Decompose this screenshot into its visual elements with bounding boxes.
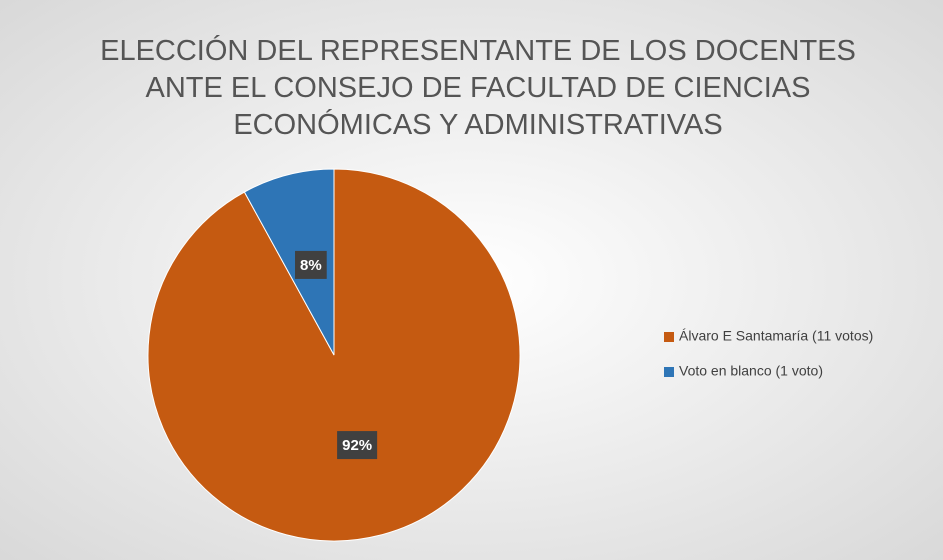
legend-label: Voto en blanco (1 voto) — [679, 363, 823, 379]
data-label: 8% — [300, 257, 322, 274]
data-label-box — [295, 250, 327, 279]
chart-title: ELECCIÓN DEL REPRESENTANTE DE LOS DOCENT… — [100, 34, 856, 67]
legend-label: Álvaro E Santamaría (11 votos) — [679, 328, 873, 344]
legend-swatch — [664, 367, 674, 377]
data-label-box — [337, 431, 378, 460]
legend-swatch — [664, 332, 674, 342]
pie-slice — [243, 168, 335, 356]
chart-title: ECONÓMICAS Y ADMINISTRATIVAS — [233, 108, 722, 141]
data-label: 92% — [342, 437, 372, 454]
chart-title: ANTE EL CONSEJO DE FACULTAD DE CIENCIAS — [146, 72, 811, 104]
